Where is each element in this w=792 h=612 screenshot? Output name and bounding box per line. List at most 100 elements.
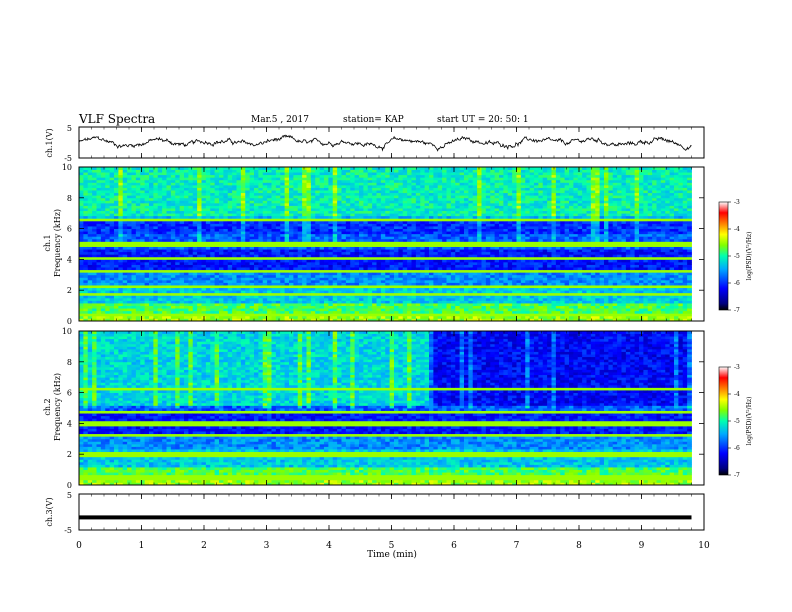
spectrogram-cell bbox=[175, 275, 180, 278]
spectrogram-cell bbox=[219, 262, 224, 265]
spectrogram-cell bbox=[184, 218, 189, 221]
spectrogram-cell bbox=[241, 211, 246, 214]
spectrogram-cell bbox=[127, 249, 132, 252]
spectrogram-cell bbox=[237, 182, 242, 185]
spectrogram-cell bbox=[92, 277, 97, 280]
spectrogram-cell bbox=[110, 213, 115, 216]
spectrogram-cell bbox=[171, 211, 176, 214]
spectrogram-cell bbox=[149, 218, 154, 221]
spectrogram-cell bbox=[110, 290, 115, 293]
spectrogram-cell bbox=[206, 200, 211, 203]
spectrogram-cell bbox=[197, 182, 202, 185]
spectrogram-cell bbox=[101, 306, 106, 309]
spectrogram-cell bbox=[245, 185, 250, 188]
spectrogram-cell bbox=[153, 262, 158, 265]
spectrogram-cell bbox=[83, 265, 88, 268]
spectrogram-cell bbox=[206, 290, 211, 293]
spectrogram-cell bbox=[132, 311, 137, 314]
spectrogram-cell bbox=[79, 193, 84, 196]
spectrogram-cell bbox=[97, 241, 102, 244]
spectrogram-cell bbox=[127, 190, 132, 193]
spectrogram-cell bbox=[219, 239, 224, 242]
spectrogram-cell bbox=[92, 283, 97, 286]
spectrogram-cell bbox=[206, 213, 211, 216]
spectrogram-cell bbox=[232, 172, 237, 175]
spectrogram-cell bbox=[83, 308, 88, 311]
spectrogram-cell bbox=[193, 316, 198, 319]
spectrogram-cell bbox=[210, 234, 215, 237]
spectrogram-cell bbox=[188, 239, 193, 242]
spectrogram-cell bbox=[127, 195, 132, 198]
spectrogram-cell bbox=[132, 190, 137, 193]
spectrogram-cell bbox=[215, 241, 220, 244]
spectrogram-cell bbox=[241, 206, 246, 209]
spectrogram-cell bbox=[184, 295, 189, 298]
spectrogram-cell bbox=[97, 275, 102, 278]
spectrogram-cell bbox=[245, 180, 250, 183]
spectrogram-cell bbox=[188, 195, 193, 198]
spectrogram-cell bbox=[123, 229, 128, 232]
spectrogram-cell bbox=[145, 170, 150, 173]
spectrogram-cell bbox=[188, 313, 193, 316]
spectrogram-cell bbox=[88, 241, 93, 244]
spectrogram-cell bbox=[149, 200, 154, 203]
spectrogram-cell bbox=[127, 244, 132, 247]
spectrogram-cell bbox=[210, 272, 215, 275]
spectrogram-cell bbox=[197, 170, 202, 173]
spectrogram-cell bbox=[206, 175, 211, 178]
spectrogram-cell bbox=[110, 303, 115, 306]
spectrogram-cell bbox=[237, 288, 242, 291]
spectrogram-cell bbox=[193, 283, 198, 286]
spectrogram-cell bbox=[197, 303, 202, 306]
spectrogram-cell bbox=[223, 288, 228, 291]
spectrogram-cell bbox=[223, 254, 228, 257]
spectrogram-cell bbox=[140, 180, 145, 183]
spectrogram-cell bbox=[123, 172, 128, 175]
spectrogram-cell bbox=[245, 257, 250, 260]
spectrogram-cell bbox=[132, 226, 137, 229]
spectrogram-cell bbox=[228, 244, 233, 247]
spectrogram-cell bbox=[215, 223, 220, 226]
spectrogram-cell bbox=[206, 272, 211, 275]
spectrogram-cell bbox=[123, 257, 128, 260]
spectrogram-cell bbox=[171, 170, 176, 173]
spectrogram-cell bbox=[202, 265, 207, 268]
spectrogram-cell bbox=[180, 229, 185, 232]
spectrogram-cell bbox=[250, 316, 255, 319]
spectrogram-cell bbox=[140, 275, 145, 278]
spectrogram-cell bbox=[250, 244, 255, 247]
spectrogram-cell bbox=[97, 288, 102, 291]
spectrogram-cell bbox=[215, 311, 220, 314]
spectrogram-cell bbox=[193, 288, 198, 291]
spectrogram-cell bbox=[132, 221, 137, 224]
spectrogram-cell bbox=[167, 300, 172, 303]
spectrogram-cell bbox=[118, 275, 123, 278]
spectrogram-cell bbox=[140, 298, 145, 301]
spectrogram-cell bbox=[223, 275, 228, 278]
spectrogram-cell bbox=[215, 288, 220, 291]
spectrogram-cell bbox=[114, 213, 119, 216]
spectrogram-cell bbox=[83, 221, 88, 224]
spectrogram-cell bbox=[232, 262, 237, 265]
spectrogram-cell bbox=[241, 295, 246, 298]
spectrogram-cell bbox=[197, 313, 202, 316]
spectrogram-cell bbox=[232, 316, 237, 319]
spectrogram-cell bbox=[254, 285, 259, 288]
spectrogram-cell bbox=[202, 275, 207, 278]
spectrogram-cell bbox=[202, 206, 207, 209]
spectrogram-cell bbox=[241, 177, 246, 180]
spectrogram-cell bbox=[245, 172, 250, 175]
spectrogram-cell bbox=[202, 241, 207, 244]
spectrogram-cell bbox=[223, 193, 228, 196]
spectrogram-cell bbox=[162, 275, 167, 278]
spectrogram-cell bbox=[105, 247, 110, 250]
spectrogram-cell bbox=[188, 259, 193, 262]
spectrogram-cell bbox=[92, 265, 97, 268]
spectrogram-cell bbox=[79, 231, 84, 234]
spectrogram-cell bbox=[153, 213, 158, 216]
spectrogram-cell bbox=[175, 211, 180, 214]
spectrogram-cell bbox=[92, 303, 97, 306]
spectrogram-cell bbox=[237, 311, 242, 314]
spectrogram-cell bbox=[180, 195, 185, 198]
spectrogram-cell bbox=[162, 236, 167, 239]
